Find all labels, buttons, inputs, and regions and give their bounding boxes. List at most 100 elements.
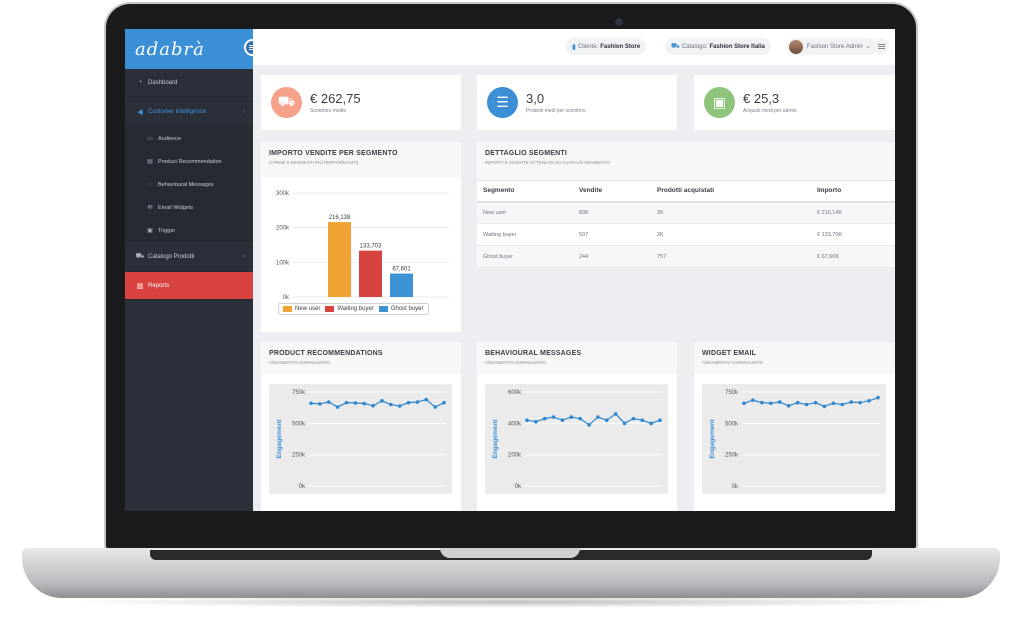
product-recommendations-card: PRODUCT RECOMMENDATIONS ANDAMENTO GIORNA… [261, 342, 461, 511]
cliente-selector[interactable]: ▮ Cliente: Fashion Store [566, 38, 647, 55]
data-point [867, 398, 871, 403]
plot-area [702, 384, 886, 494]
chevron-right-icon: › [242, 108, 245, 115]
kpi-value: 3,0 [526, 91, 545, 106]
catalogo-selector[interactable]: ⛟ Catalogo: Fashion Store Italia [665, 38, 771, 55]
data-point [858, 400, 862, 405]
bar [328, 222, 351, 297]
data-point [389, 402, 393, 407]
data-point [605, 418, 609, 422]
sidebar-item-label: Trigger [158, 227, 176, 234]
y-tick-label: 0k [283, 295, 290, 301]
data-point [309, 401, 313, 406]
data-point [335, 405, 340, 409]
card-subtitle: ANDAMENTO GIORNALIERO [269, 360, 331, 365]
chart-legend: New user Waiting buyer Ghost buyer [278, 303, 429, 315]
data-point [849, 400, 853, 404]
table-row[interactable]: Ghost buyer 244 757 € 67,60K [477, 245, 895, 268]
data-point [442, 400, 446, 405]
user-name: Fashion Store Admin [807, 43, 863, 50]
table-row[interactable]: Waiting buyer 507 2K € 133,70K [477, 223, 895, 246]
data-point [804, 402, 809, 407]
legend-label: New user [295, 306, 321, 312]
cliente-label: Cliente: [577, 43, 599, 50]
card-subtitle: ANDAMENTO GIORNALIERO [702, 360, 764, 365]
sidebar-item-trigger[interactable]: ▣ Trigger [125, 219, 253, 242]
table-cell: Waiting buyer [477, 223, 573, 246]
y-tick-label: 250k [292, 453, 306, 459]
kpi-value: € 262,75 [310, 91, 361, 106]
data-point [551, 415, 556, 419]
data-point [622, 421, 627, 426]
dettaglio-card: DETTAGLIO SEGMENTI IMPORTI E VENDITE OTT… [477, 142, 895, 268]
legend-swatch [283, 306, 292, 312]
y-tick-label: 200k [508, 453, 522, 459]
menu-button[interactable] [873, 38, 889, 54]
sidebar-item-product-recommendation[interactable]: ▤ Product Recommendation [125, 150, 253, 173]
data-point [344, 400, 349, 405]
sidebar-item-email-widgets[interactable]: ✉ Email Widgets [125, 196, 253, 219]
table-cell: Ghost buyer [477, 245, 573, 268]
cliente-value: Fashion Store [600, 43, 641, 50]
sidebar-item-label: Product Recommendation [158, 158, 222, 165]
table-cell: 2K [651, 201, 811, 224]
sidebar-item-behavioural-messages[interactable]: ◌ Behavioural Messages [125, 173, 253, 196]
hamburger-icon [877, 45, 885, 47]
kpi-card-scontrino: ⛟ € 262,75 Scontrino medio [261, 75, 461, 130]
sidebar-item-reports[interactable]: ▥ Reports [125, 272, 253, 300]
importo-card: IMPORTO VENDITE PER SEGMENTO (I PRIMI 5 … [261, 142, 461, 332]
data-point [876, 395, 880, 400]
column-header[interactable]: Segmento [477, 180, 573, 203]
card-title: WIDGET EMAIL [702, 350, 757, 357]
dashboard-icon: ◔ [137, 79, 143, 86]
sidebar-item-customer-intelligence[interactable]: ◀ Customer Intelligence › [125, 97, 253, 127]
sidebar-item-label: Audience [158, 135, 181, 142]
chevron-right-icon: › [242, 253, 245, 260]
logo[interactable]: adabrà [125, 29, 261, 69]
legend-swatch [325, 306, 335, 312]
kpi-label: Acquisti medi per utente [743, 108, 797, 114]
monitor-icon: ▭ [147, 136, 153, 142]
y-axis-label: Engagement [492, 419, 499, 459]
data-point [840, 402, 845, 407]
series-line [526, 413, 661, 426]
bar-chart-icon: ▥ [136, 282, 144, 290]
sidebar-item-audience[interactable]: ▭ Audience [125, 127, 253, 150]
column-header[interactable]: Importo [811, 180, 895, 203]
series-line [310, 398, 445, 408]
document-icon: ▮ [572, 43, 576, 51]
sidebar-item-catalogo-prodotti[interactable]: ⛟ Catalogo Prodotti › [125, 242, 253, 272]
kpi-card-prodotti: ☰ 3,0 Prodotti medi per scontrino [477, 75, 677, 130]
table-cell: 757 [651, 245, 811, 268]
table-cell: 2K [651, 223, 811, 246]
legend-swatch [378, 306, 388, 312]
legend-label: Waiting buyer [337, 306, 374, 312]
table-row[interactable]: New user 838 2K € 216,14K [477, 201, 895, 224]
bar-chart: 300k 200k 100k 0k 216,138 133,703 67,601 [276, 191, 449, 301]
chevron-down-icon: ⌄ [865, 44, 871, 50]
data-point [587, 423, 591, 427]
series-line [743, 397, 879, 408]
user-menu[interactable]: Fashion Store Admin ⌄ [787, 38, 877, 55]
y-tick-label: 0k [515, 484, 522, 490]
sidebar-item-dashboard[interactable]: ◔ Dashboard [125, 69, 253, 97]
sidebar-item-label: Behavioural Messages [158, 181, 214, 188]
table-cell: New user [477, 201, 573, 224]
bar [359, 250, 382, 297]
data-point [769, 401, 773, 406]
table-cell: 244 [573, 245, 651, 268]
table-cell: 838 [573, 201, 651, 224]
data-point [318, 402, 322, 406]
y-tick-label: 600k [508, 390, 522, 396]
y-tick-label: 750k [292, 390, 306, 396]
column-header[interactable]: Vendite [573, 180, 651, 203]
data-point [649, 421, 653, 426]
y-tick-label: 250k [725, 453, 739, 459]
table-cell: 507 [573, 223, 651, 246]
hamburger-icon [249, 47, 256, 48]
column-header[interactable]: Prodotti acquistati [651, 180, 811, 203]
data-point [371, 403, 375, 408]
data-point [831, 401, 836, 406]
card-title: IMPORTO VENDITE PER SEGMENTO [269, 150, 398, 157]
trackpad-notch [440, 548, 580, 558]
